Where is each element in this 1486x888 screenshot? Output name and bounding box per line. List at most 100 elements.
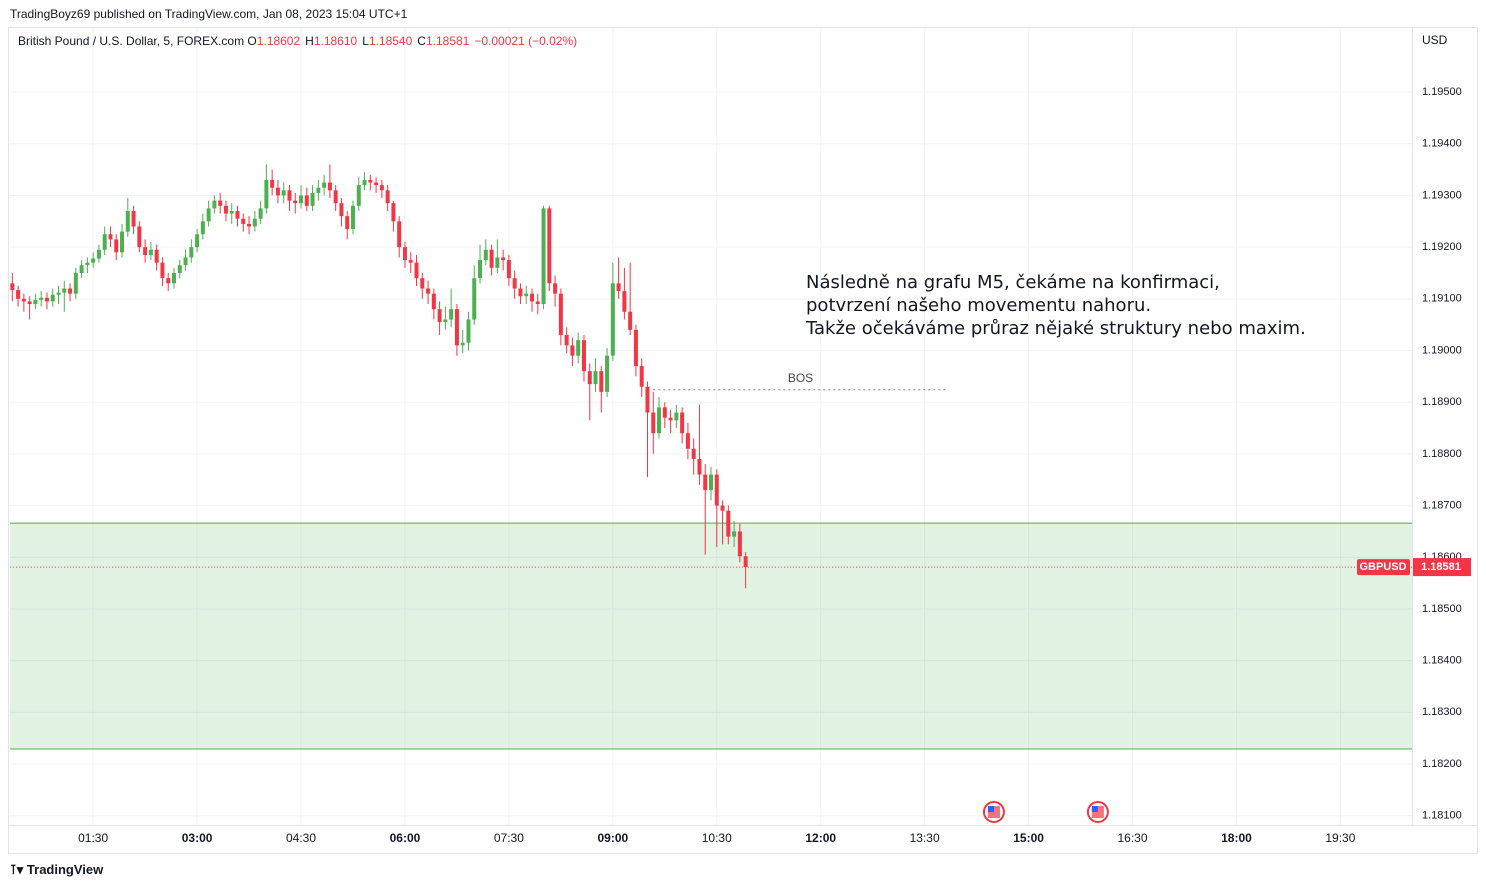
candle-body	[223, 205, 228, 214]
candle-body	[379, 185, 384, 191]
event-icon	[982, 801, 1005, 823]
ohlc-value: 1.18602	[256, 34, 301, 48]
candle-body	[454, 309, 459, 346]
brand: ⊺▾ TradingView	[10, 862, 104, 877]
candle-body	[587, 371, 592, 385]
price-tag	[1413, 558, 1471, 577]
ohlc-key: H	[305, 34, 314, 48]
candle-body	[39, 297, 44, 300]
candle-body	[102, 234, 107, 250]
candle-body	[431, 293, 436, 310]
candle-body	[114, 239, 119, 253]
y-tick-label: 1.19100	[1422, 293, 1462, 305]
candle-body	[633, 329, 638, 367]
candle-body	[553, 283, 558, 294]
candle-body	[385, 190, 390, 204]
y-tick-label: 1.18900	[1422, 396, 1462, 408]
candle-body	[668, 417, 673, 421]
candle-body	[235, 210, 240, 219]
candle-body	[593, 371, 598, 385]
candle-body	[310, 192, 315, 206]
candle-body	[171, 272, 176, 284]
change: −0.00021 (−0.02%)	[474, 34, 578, 48]
candle-body	[206, 208, 211, 222]
candle-body	[743, 556, 748, 568]
candle-body	[426, 288, 431, 294]
candle-body	[85, 262, 90, 266]
candle-body	[674, 412, 679, 421]
candle-body	[709, 474, 713, 491]
flag-canton	[1091, 806, 1098, 812]
candle-body	[501, 257, 506, 261]
candle-body	[581, 340, 586, 372]
candle-body	[541, 208, 546, 305]
candle-body	[96, 249, 101, 259]
candle-body	[258, 208, 263, 219]
candle-body	[599, 371, 604, 392]
x-tick-label: 19:30	[1325, 831, 1355, 845]
y-tick-label: 1.18400	[1422, 655, 1462, 667]
candle-body	[506, 260, 511, 279]
demand-zone	[10, 523, 1412, 750]
candle-body	[478, 260, 483, 279]
candle-body	[218, 200, 223, 206]
ohlc: O1.18602 H1.18610 L1.18540 C1.18581	[247, 34, 474, 48]
candle-body	[160, 262, 165, 279]
candle-body	[639, 366, 644, 387]
candle-body	[443, 319, 448, 323]
candle-body	[628, 311, 633, 330]
candle-body	[524, 293, 529, 297]
candle-body	[737, 531, 742, 557]
flag-canton	[987, 806, 994, 812]
candle-body	[645, 386, 650, 413]
candle-body	[327, 182, 332, 191]
currency: USD	[1422, 33, 1448, 47]
ohlc-value: 1.18581	[425, 34, 470, 48]
candle-body	[316, 187, 321, 193]
candle-body	[56, 292, 61, 295]
candle-body	[605, 355, 610, 392]
candle-body	[356, 185, 361, 206]
candle-body	[535, 301, 540, 305]
candle-body	[414, 262, 419, 279]
y-tick-label: 1.19000	[1422, 344, 1462, 356]
flag-stripes	[1091, 806, 1104, 818]
candle-body	[91, 258, 96, 263]
y-tick-label: 1.18200	[1422, 758, 1462, 770]
brand-name: TradingView	[26, 862, 104, 877]
candle-body	[622, 291, 627, 312]
candle-body	[166, 278, 171, 284]
ohlc-value: 1.18610	[313, 34, 358, 48]
candle-body	[460, 342, 465, 346]
ohlc-key: L	[362, 34, 369, 48]
x-tick-label: 04:30	[286, 831, 316, 845]
candle-body	[79, 265, 84, 273]
x-tick-label: 12:00	[805, 831, 836, 845]
candle-body	[27, 301, 32, 305]
candle-body	[408, 260, 413, 263]
candle-body	[402, 247, 407, 261]
candle-body	[570, 345, 575, 356]
x-tick-label: 18:00	[1221, 831, 1252, 845]
candle-body	[148, 249, 153, 255]
y-tick-label: 1.18800	[1422, 448, 1462, 460]
candle-body	[685, 433, 690, 449]
ohlc-key: O	[247, 34, 257, 48]
candle-body	[362, 179, 367, 186]
candle-body	[680, 412, 685, 434]
x-tick-label: 13:30	[910, 831, 940, 845]
x-tick-label: 01:30	[78, 831, 108, 845]
annotation-line: Následně na grafu M5, čekáme na konfirma…	[806, 272, 1220, 293]
price-tag-label: 1.18581	[1421, 561, 1461, 573]
y-tick-label: 1.19400	[1422, 138, 1462, 150]
publish-info: TradingBoyz69 published on TradingView.c…	[10, 7, 408, 21]
candle-body	[483, 249, 488, 261]
legend: British Pound / U.S. Dollar, 5, FOREX.co…	[18, 34, 582, 48]
candle-body	[16, 290, 21, 299]
event-flag	[982, 801, 1005, 823]
candle-body	[472, 278, 477, 320]
candle-body	[252, 218, 257, 227]
candle-body	[304, 195, 309, 206]
